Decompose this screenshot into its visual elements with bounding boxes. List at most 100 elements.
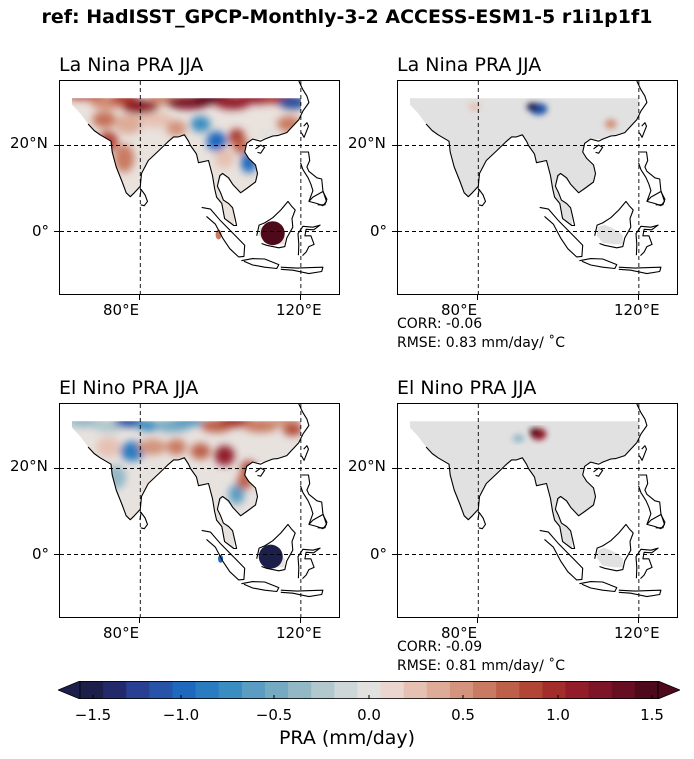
precip-field (72, 421, 301, 568)
panel-1-title: La Nina PRA JJA (59, 54, 204, 76)
anomaly-blob (282, 423, 301, 436)
anomaly-blob (512, 434, 525, 443)
coastline (593, 144, 604, 154)
panel-4-xtick-120e: 120°E (614, 624, 660, 642)
coastline (280, 266, 324, 275)
coastline (300, 122, 310, 138)
coastline (477, 188, 487, 207)
x-tick-mark (299, 618, 301, 623)
y-tick-mark (392, 553, 397, 555)
colorbar-segment (496, 681, 520, 699)
coastline (241, 258, 280, 270)
panel-2-ytick-0: 0° (370, 222, 388, 240)
anomaly-blobs (468, 102, 617, 129)
anomaly-blob (72, 98, 107, 100)
anomaly-blob (278, 98, 301, 110)
panel-2-ytick-20n: 20°N (348, 134, 386, 152)
coastline (593, 467, 604, 477)
colorbar-segment (311, 681, 335, 699)
coastline (638, 122, 648, 138)
map-canvas (60, 81, 339, 294)
panel-2-corr-label: CORR: -0.06 (397, 316, 483, 332)
colorbar-segment (449, 681, 474, 699)
anomaly-blob (190, 443, 211, 460)
anomaly-blob (468, 102, 481, 111)
panel-4-ytick-0: 0° (370, 545, 388, 563)
panel-2-rmse-label: RMSE: 0.83 mm/day/ ˚C (397, 335, 566, 351)
anomaly-blob (120, 441, 145, 462)
colorbar-segment (634, 681, 659, 699)
coastline (579, 258, 618, 270)
coastline (635, 224, 659, 256)
coastline (618, 589, 662, 598)
x-tick-mark (637, 295, 639, 300)
coastline (241, 581, 280, 593)
coastline (637, 474, 666, 530)
anomaly-blob (114, 144, 135, 173)
map-canvas (398, 404, 677, 617)
panel-4-xtick-80e: 80°E (441, 624, 478, 642)
panel-3-xtick-120e: 120°E (276, 624, 322, 642)
y-tick-mark (392, 467, 397, 469)
coastline (256, 200, 296, 249)
coastline (579, 581, 618, 593)
panel-2-title: La Nina PRA JJA (397, 54, 542, 76)
anomaly-blob (242, 421, 279, 433)
map-canvas (60, 404, 339, 617)
colorbar-segment (241, 681, 266, 699)
coastline (297, 547, 321, 579)
coastline (646, 190, 666, 206)
anomaly-blob (140, 111, 173, 128)
coastline (139, 188, 149, 207)
anomaly-blob (166, 120, 187, 137)
panel-2-xtick-80e: 80°E (441, 301, 478, 319)
colorbar-label: PRA (mm/day) (278, 727, 416, 749)
precip-field (410, 98, 639, 245)
coastline (308, 190, 328, 206)
anomaly-blob (138, 439, 167, 455)
panel-3-ytick-0: 0° (32, 545, 50, 563)
coastline (638, 445, 648, 461)
y-tick-mark (392, 230, 397, 232)
anomaly-blob (136, 421, 161, 432)
anomaly-blob (232, 137, 249, 154)
coastline (477, 511, 487, 530)
anomaly-blob (114, 114, 143, 134)
colorbar-svg (56, 680, 682, 700)
coastline (646, 513, 666, 529)
anomaly-blob (92, 111, 117, 128)
anomaly-blob (228, 484, 245, 505)
anomaly-blob (98, 131, 119, 152)
precip-field (72, 98, 301, 245)
colorbar-tick-label: 0.5 (451, 706, 475, 724)
coastline (201, 529, 246, 581)
colorbar-segment (195, 681, 220, 699)
colorbar-tick-label: 1.0 (546, 706, 570, 724)
panel-4-ytick-20n: 20°N (348, 457, 386, 475)
anomaly-blob (218, 554, 224, 563)
x-tick-mark (139, 295, 141, 300)
colorbar-segment (288, 681, 312, 699)
y-tick-mark (54, 467, 59, 469)
colorbar-segment (426, 681, 451, 699)
anomaly-blob (190, 116, 211, 132)
colorbar (56, 680, 682, 700)
colorbar-segment (565, 681, 590, 699)
map-canvas (398, 81, 677, 294)
colorbar-segment (473, 681, 497, 699)
anomaly-blob (240, 152, 257, 173)
panel-4-rmse-label: RMSE: 0.81 mm/day/ ˚C (397, 658, 566, 674)
coastline (139, 511, 149, 530)
coastline (594, 200, 634, 249)
coastline (299, 151, 328, 207)
panel-1-map (59, 80, 340, 295)
panel-3-ytick-20n: 20°N (10, 457, 48, 475)
coastline (297, 224, 321, 256)
coastline (255, 467, 266, 477)
coastline (594, 523, 634, 572)
field-background (72, 421, 301, 568)
x-tick-mark (139, 618, 141, 623)
y-tick-mark (392, 144, 397, 146)
colorbar-segment (149, 681, 173, 699)
x-tick-mark (637, 618, 639, 623)
